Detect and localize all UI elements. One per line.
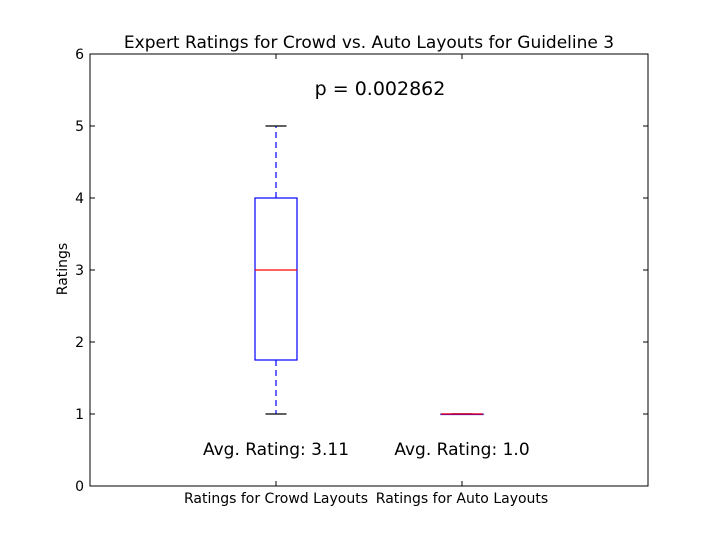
y-tick-label: 0 [75, 479, 84, 495]
chart-title: Expert Ratings for Crowd vs. Auto Layout… [124, 33, 614, 53]
avg-rating-label: Avg. Rating: 1.0 [394, 440, 529, 460]
y-tick-label: 3 [75, 263, 84, 279]
y-tick-label: 4 [75, 191, 84, 207]
x-category-label: Ratings for Crowd Layouts [184, 491, 368, 507]
y-tick-label: 1 [75, 407, 84, 423]
y-tick-label: 2 [75, 335, 84, 351]
box-iqr [254, 197, 298, 361]
p-value-annotation: p = 0.002862 [315, 78, 446, 100]
plot-frame [89, 53, 649, 487]
avg-rating-label: Avg. Rating: 3.11 [203, 440, 349, 460]
y-tick-label: 5 [75, 119, 84, 135]
x-category-label: Ratings for Auto Layouts [376, 491, 548, 507]
y-axis-label: Ratings [55, 243, 71, 295]
y-tick-label: 6 [75, 47, 84, 63]
